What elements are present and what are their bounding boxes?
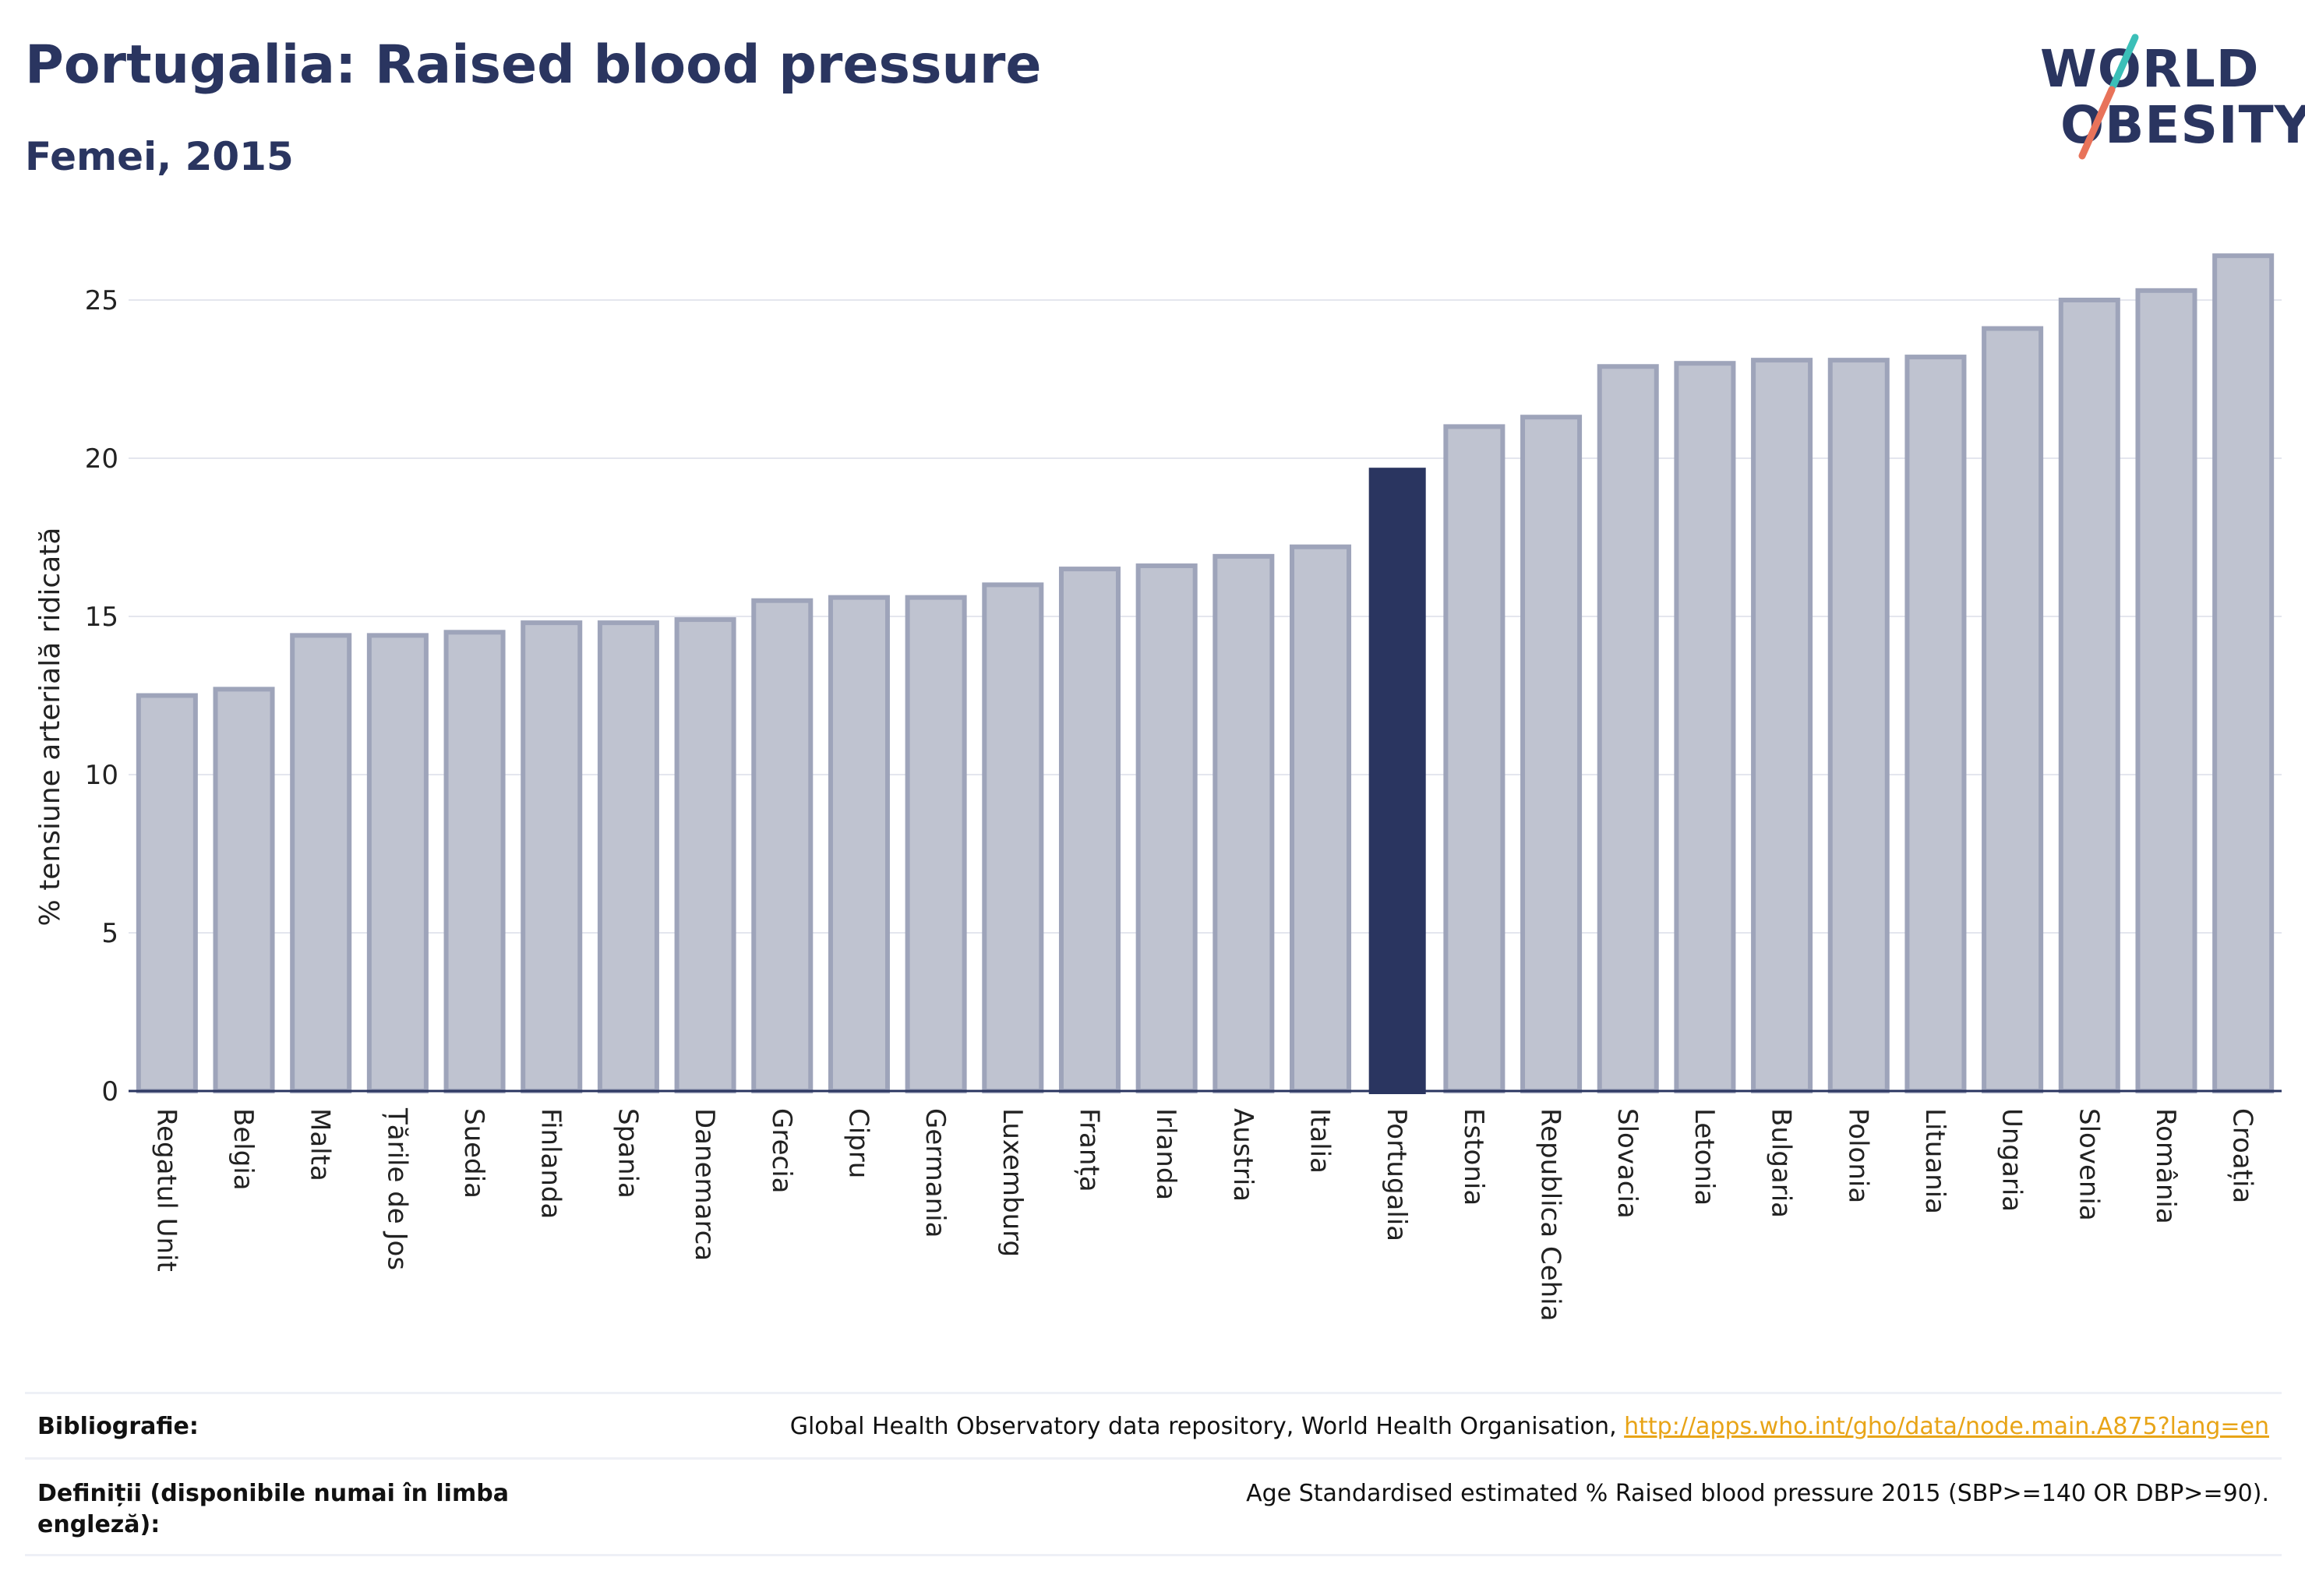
x-tick-label: România <box>2150 1108 2181 1224</box>
bar-10 <box>905 595 967 1093</box>
bar-16 <box>1368 468 1426 1094</box>
x-tick-label: Ungaria <box>1996 1108 2028 1212</box>
bar-6 <box>597 620 659 1093</box>
footer-bottom-divider <box>25 1554 2282 1557</box>
bar-26 <box>2135 288 2197 1094</box>
bar-7 <box>674 617 736 1093</box>
bar-14 <box>1213 553 1275 1093</box>
x-tick-label: Finlanda <box>535 1108 567 1219</box>
bibliography-value: Global Health Observatory data repositor… <box>790 1411 2269 1442</box>
bar-22 <box>1827 358 1890 1093</box>
axes: 0 5 10 15 20 25 Regatul Unit Belgia Malta Țările … <box>85 285 2282 1321</box>
x-tick-label: Germania <box>920 1108 951 1238</box>
chart-title: Portugalia: Raised blood pressure <box>25 34 1042 96</box>
bar-24 <box>1982 326 2044 1094</box>
x-tick-label: Danemarca <box>689 1108 720 1261</box>
bar-chart: 0 5 10 15 20 25 Regatul Unit Belgia Malta Țările … <box>34 253 2282 1321</box>
y-tick-label: 20 <box>85 443 118 475</box>
bar-8 <box>751 598 814 1093</box>
x-tick-label: Luxemburg <box>997 1108 1028 1257</box>
bar-1 <box>213 687 275 1093</box>
x-tick-label: Slovenia <box>2073 1108 2104 1221</box>
bar-0 <box>136 693 198 1093</box>
y-tick-label: 10 <box>85 760 118 791</box>
bars <box>136 253 2275 1094</box>
bibliography-row: Bibliografie: Global Health Observatory … <box>25 1392 2282 1458</box>
bar-5 <box>521 620 583 1093</box>
y-tick-label: 15 <box>85 602 118 633</box>
y-tick-label: 5 <box>101 918 118 949</box>
x-tick-label: Austria <box>1227 1108 1258 1202</box>
bar-18 <box>1520 415 1583 1094</box>
bar-13 <box>1135 563 1198 1094</box>
x-tick-label: Irlanda <box>1150 1108 1181 1200</box>
x-tick-label: Spania <box>612 1108 643 1199</box>
definitions-row: Definiții (disponibile numai în limba en… <box>25 1457 2282 1556</box>
bar-2 <box>290 633 352 1093</box>
x-tick-label: Polonia <box>1842 1108 1873 1203</box>
x-tick-label: Suedia <box>458 1108 489 1199</box>
x-tick-label: Franța <box>1073 1108 1104 1192</box>
logo-line-1: WORLD <box>2040 39 2260 99</box>
y-axis-label: % tensiune arterială ridicată <box>34 528 66 927</box>
definitions-text: Age Standardised estimated % Raised bloo… <box>1246 1480 2269 1507</box>
bar-17 <box>1443 424 1505 1093</box>
bibliography-text: Global Health Observatory data repositor… <box>789 1413 1625 1440</box>
x-tick-label: Regatul Unit <box>150 1108 182 1272</box>
logo-slash-icon <box>2078 34 2139 160</box>
chart-subtitle: Femei, 2015 <box>25 134 294 179</box>
x-tick-label: Cipru <box>842 1108 874 1178</box>
bar-11 <box>982 582 1044 1093</box>
x-tick-label: Bulgaria <box>1766 1108 1797 1218</box>
bar-23 <box>1904 355 1967 1093</box>
definitions-label: Definiții (disponibile numai în limba en… <box>37 1480 509 1538</box>
bar-12 <box>1058 567 1121 1094</box>
x-tick-label: Grecia <box>766 1108 797 1193</box>
bar-19 <box>1597 364 1659 1093</box>
bar-25 <box>2058 298 2120 1093</box>
bar-15 <box>1290 544 1352 1093</box>
x-tick-label: Republica Cehia <box>1535 1108 1566 1321</box>
x-tick-label: Lituania <box>1919 1108 1950 1214</box>
x-tick-label: Croația <box>2227 1108 2258 1203</box>
x-tick-label: Italia <box>1304 1108 1336 1174</box>
bar-9 <box>828 595 890 1093</box>
bar-27 <box>2212 253 2275 1093</box>
y-tick-label: 25 <box>85 285 118 316</box>
bar-20 <box>1674 361 1736 1093</box>
world-obesity-logo: WORLD OBESITY <box>2026 31 2305 168</box>
x-tick-label: Letonia <box>1689 1108 1720 1206</box>
y-tick-label: 0 <box>101 1076 118 1107</box>
x-tick-label: Belgia <box>228 1108 259 1191</box>
x-tick-label: Țările de Jos <box>381 1107 412 1270</box>
x-tick-label: Estonia <box>1458 1108 1489 1206</box>
x-tick-label: Slovacia <box>1611 1108 1643 1219</box>
bar-21 <box>1751 358 1813 1093</box>
bar-4 <box>443 630 506 1093</box>
bibliography-label: Bibliografie: <box>37 1413 199 1440</box>
bar-3 <box>366 633 429 1093</box>
x-tick-label: Malta <box>305 1108 336 1181</box>
x-tick-label: Portugalia <box>1381 1108 1412 1241</box>
bibliography-link[interactable]: http://apps.who.int/gho/data/node.main.A… <box>1624 1413 2269 1440</box>
